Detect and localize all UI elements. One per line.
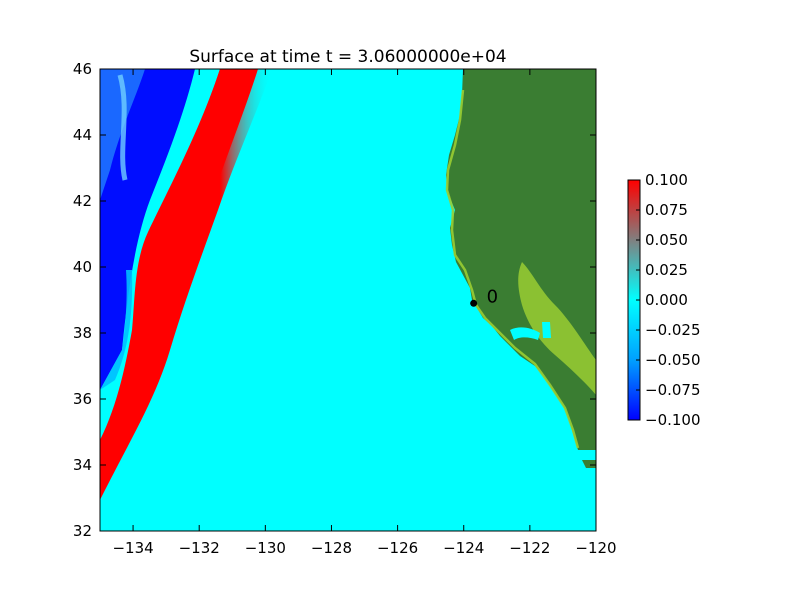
y-tick-label: 32 — [73, 522, 92, 540]
colorbar-ticks: 0.100 0.075 0.050 0.025 0.000 −0.025 −0.050 −0.… — [636, 171, 701, 429]
y-tick-label: 46 — [73, 60, 92, 78]
gauge-label: 0 — [487, 286, 498, 307]
coast-fringe — [445, 89, 580, 449]
wave-trough-edge — [100, 270, 133, 390]
x-tick-label: −128 — [311, 539, 352, 557]
x-tick-label: −126 — [377, 539, 418, 557]
x-axis: −134 −132 −130 −128 −126 −124 −122 −120 — [112, 69, 617, 557]
colorbar-tick-label: −0.025 — [645, 321, 701, 339]
x-tick-label: −134 — [112, 539, 153, 557]
colorbar-tick-label: −0.075 — [645, 381, 701, 399]
wave-crest-core — [100, 69, 258, 475]
colorbar-tick-label: 0.050 — [645, 231, 688, 249]
chart-title: Surface at time t = 3.06000000e+04 — [189, 47, 506, 67]
plot-frame — [99, 68, 597, 532]
x-tick-label: −132 — [179, 539, 220, 557]
y-tick-label: 40 — [73, 258, 92, 276]
x-tick-label: −122 — [509, 539, 550, 557]
colorbar-tick-label: 0.000 — [645, 291, 688, 309]
y-tick-label: 34 — [73, 456, 92, 474]
x-tick-label: −124 — [443, 539, 484, 557]
colorbar-tick-label: 0.100 — [645, 171, 688, 189]
colorbar-tick-label: −0.050 — [645, 351, 701, 369]
bay — [510, 327, 540, 340]
x-tick-label: −120 — [575, 539, 616, 557]
colorbar: 0.100 0.075 0.050 0.025 0.000 −0.025 −0.050 −0.… — [627, 171, 701, 429]
bay-2 — [542, 322, 551, 338]
wave-trough-streak — [117, 74, 128, 181]
colorbar-tick-label: 0.075 — [645, 201, 688, 219]
land-lowlying — [518, 262, 596, 395]
colorbar-tick-label: −0.100 — [645, 411, 701, 429]
wave-trough-light — [100, 69, 145, 200]
y-tick-label: 42 — [73, 192, 92, 210]
land-strip — [582, 460, 596, 468]
y-tick-label: 38 — [73, 324, 92, 342]
y-tick-label: 44 — [73, 126, 92, 144]
colorbar-tick-label: 0.025 — [645, 261, 688, 279]
y-tick-label: 36 — [73, 390, 92, 408]
gauge-marker — [470, 299, 478, 307]
y-axis: 32 34 36 38 40 42 44 46 — [73, 60, 596, 540]
plot-area: 0 — [100, 69, 596, 531]
x-tick-label: −130 — [245, 539, 286, 557]
